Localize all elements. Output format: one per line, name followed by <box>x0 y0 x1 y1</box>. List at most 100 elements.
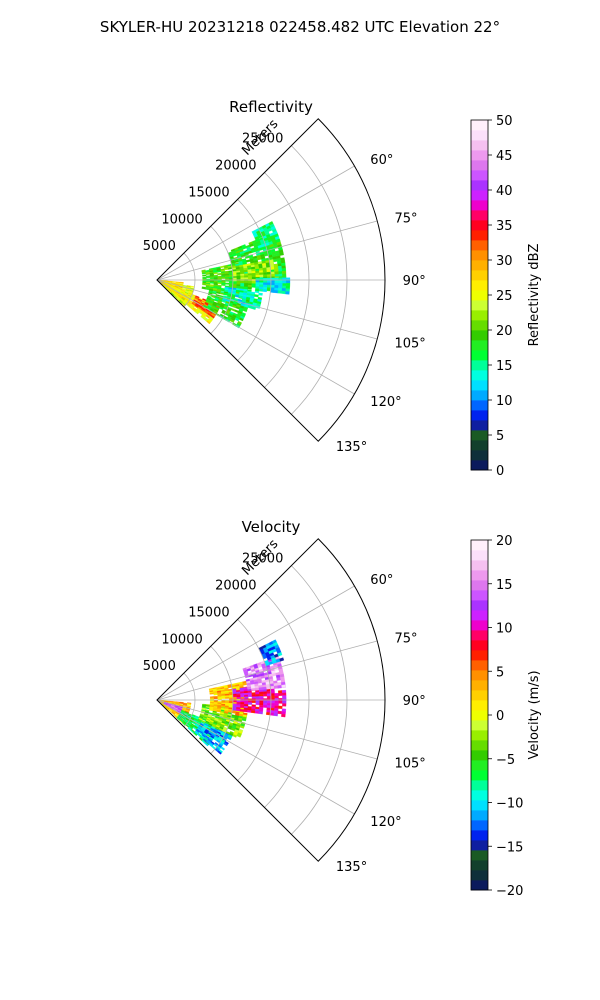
radar-cell <box>246 265 252 269</box>
colorbar-segment <box>471 140 488 151</box>
colorbar-segment <box>471 320 488 331</box>
radar-cell <box>277 652 283 657</box>
radar-cell <box>236 696 241 700</box>
radar-cell <box>251 281 256 284</box>
radar-cell <box>278 271 283 275</box>
radar-cell <box>262 269 268 273</box>
colorbar-segment <box>471 840 488 851</box>
radial-tick-label: 15000 <box>188 185 229 200</box>
radar-cell <box>278 280 283 284</box>
radar-cell <box>225 282 230 285</box>
radar-cell <box>240 275 245 278</box>
colorbar-tick-label: 20 <box>496 324 513 339</box>
radar-cell <box>277 268 283 272</box>
radar-cell <box>274 273 279 277</box>
angle-tick-label: 105° <box>394 757 425 772</box>
radar-cell <box>245 259 251 263</box>
radar-cell <box>228 276 234 279</box>
radar-cell <box>274 693 279 697</box>
angle-tick-label: 75° <box>394 211 417 226</box>
radar-cell <box>236 277 241 280</box>
colorbar-segment <box>471 130 488 141</box>
radar-cell <box>259 691 264 695</box>
radar-cell <box>270 271 275 275</box>
colorbar-segment <box>471 170 488 181</box>
sector-frame <box>156 118 386 442</box>
radar-cell <box>251 285 256 288</box>
radar-cell <box>202 274 207 277</box>
angle-tick-label: 135° <box>336 860 367 875</box>
radar-cell <box>270 285 275 288</box>
radar-cell <box>274 271 279 275</box>
colorbar-segment <box>471 180 488 191</box>
radar-cell <box>259 696 264 699</box>
radar-cell <box>247 273 253 276</box>
radar-cell <box>240 286 245 289</box>
colorbar: 0 5 10 15 20 25 30 35 40 45 50 Reflectivity dBZ <box>470 114 542 479</box>
radar-cell <box>251 306 256 310</box>
radar-cell <box>251 694 256 697</box>
angular-gridline <box>156 279 355 395</box>
radar-cell <box>278 705 283 709</box>
colorbar-segment <box>471 690 488 701</box>
colorbar-segment <box>471 450 488 461</box>
radar-cell <box>221 276 226 279</box>
radar-cell <box>255 280 260 283</box>
radar-cell <box>186 703 192 706</box>
radar-cell <box>236 733 242 738</box>
angle-tick-label: 90° <box>403 694 426 709</box>
angle-tick-label: 105° <box>394 337 425 352</box>
colorbar-segment <box>471 250 488 261</box>
radar-cell <box>190 285 195 288</box>
radial-tick-label: 10000 <box>161 212 202 227</box>
radar-cell <box>259 693 264 697</box>
colorbar-segment <box>471 430 488 441</box>
radar-cell <box>165 707 169 711</box>
colorbar-segment <box>471 780 488 791</box>
colorbar-segment <box>471 150 488 161</box>
radar-cell <box>281 684 286 688</box>
radar-cell <box>270 693 275 697</box>
radar-cell <box>286 280 291 284</box>
radar-cell <box>281 290 286 295</box>
colorbar-segment <box>471 760 488 771</box>
radar-cell <box>285 288 290 292</box>
radar-cell <box>248 277 253 280</box>
radar-cell <box>232 700 237 703</box>
colorbar-segment <box>471 790 488 801</box>
radar-cell <box>243 269 248 273</box>
radar-cell <box>236 285 241 289</box>
radar-cell <box>235 289 241 293</box>
radar-cell <box>262 289 267 293</box>
radar-cell <box>270 690 275 694</box>
radar-cell <box>235 708 241 712</box>
radial-tick-label: 5000 <box>143 659 176 674</box>
radar-cell <box>285 283 291 287</box>
radar-cell <box>209 692 214 695</box>
angular-gridline <box>156 640 378 701</box>
colorbar-segment <box>471 440 488 451</box>
radar-cell <box>279 657 285 662</box>
radar-cell <box>225 276 230 279</box>
radar-cell <box>213 697 218 699</box>
radar-cell <box>276 677 281 681</box>
radar-cell <box>179 282 184 285</box>
colorbar-segment <box>471 640 488 651</box>
reflectivity-panel: Reflectivity500010000150002000025000Mete… <box>143 98 542 479</box>
radar-cell <box>274 700 279 704</box>
radar-cell <box>241 718 247 722</box>
radar-cell <box>247 710 252 713</box>
radar-cell <box>255 288 260 292</box>
radar-cell <box>274 285 279 289</box>
radar-cell <box>232 277 237 280</box>
colorbar-segment <box>471 560 488 571</box>
radar-cell <box>278 700 283 704</box>
radar-cell <box>282 700 287 704</box>
angle-tick-label: 120° <box>370 395 401 410</box>
colorbar-tick-label: 0 <box>496 464 504 479</box>
radar-cell <box>251 700 256 703</box>
radar-cell <box>255 696 260 699</box>
colorbar-tick-label: 5 <box>496 429 504 444</box>
colorbar-tick-label: 5 <box>496 665 504 680</box>
radar-cell <box>220 265 225 269</box>
